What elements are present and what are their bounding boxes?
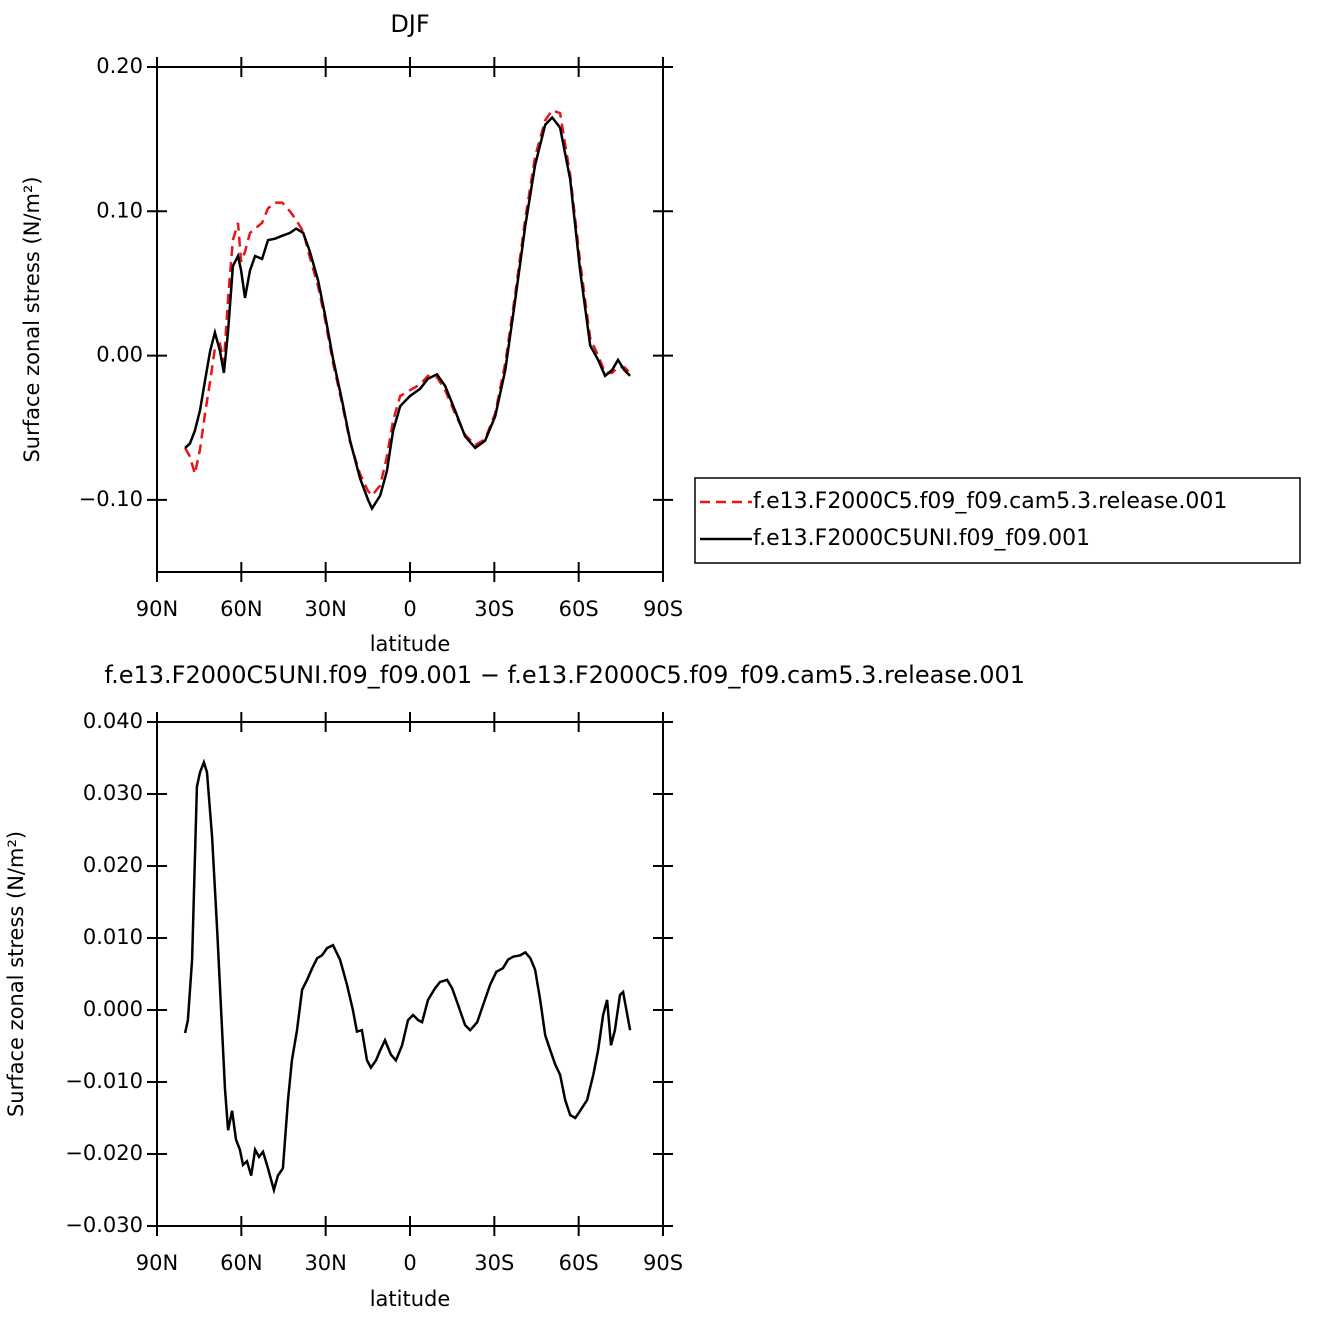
y-tick-label: −0.020 [65,1141,143,1165]
y-tick-label: 0.040 [83,709,143,733]
x-tick-label: 90N [136,597,178,621]
x-tick-label: 0 [403,1251,416,1275]
x-tick-label: 30S [474,597,514,621]
x-axis-label: latitude [370,1287,451,1311]
x-tick-label: 0 [403,597,416,621]
legend-box [694,477,1301,564]
x-tick-label: 30N [304,1251,346,1275]
y-tick-label: 0.00 [96,343,143,367]
x-axis-label: latitude [370,632,451,656]
x-tick-label: 90S [643,597,683,621]
legend-label: f.e13.F2000C5.f09_f09.cam5.3.release.001 [753,489,1227,514]
legend-label: f.e13.F2000C5UNI.f09_f09.001 [753,526,1090,551]
x-tick-label: 60S [559,597,599,621]
y-tick-label: 0.20 [96,54,143,78]
y-axis-label: Surface zonal stress (N/m²) [20,176,44,462]
x-tick-label: 30N [304,597,346,621]
plot-frame [156,721,664,1227]
y-tick-label: 0.10 [96,198,143,222]
chart-title: f.e13.F2000C5UNI.f09_f09.001 − f.e13.F20… [104,661,1025,689]
y-tick-label: −0.010 [65,1069,143,1093]
x-tick-label: 30S [474,1251,514,1275]
plot-frame [156,66,664,573]
x-tick-label: 90N [136,1251,178,1275]
chart-title: DJF [390,10,429,38]
x-tick-label: 60N [220,1251,262,1275]
data-line [183,758,632,1195]
data-line [184,108,631,498]
data-line [184,115,631,512]
x-tick-label: 90S [643,1251,683,1275]
y-tick-label: 0.000 [83,997,143,1021]
y-axis-label: Surface zonal stress (N/m²) [4,831,28,1117]
y-tick-label: −0.030 [65,1213,143,1237]
y-tick-label: 0.020 [83,853,143,877]
x-tick-label: 60N [220,597,262,621]
y-tick-label: 0.010 [83,925,143,949]
x-tick-label: 60S [559,1251,599,1275]
y-tick-label: 0.030 [83,781,143,805]
y-tick-label: −0.10 [79,487,143,511]
